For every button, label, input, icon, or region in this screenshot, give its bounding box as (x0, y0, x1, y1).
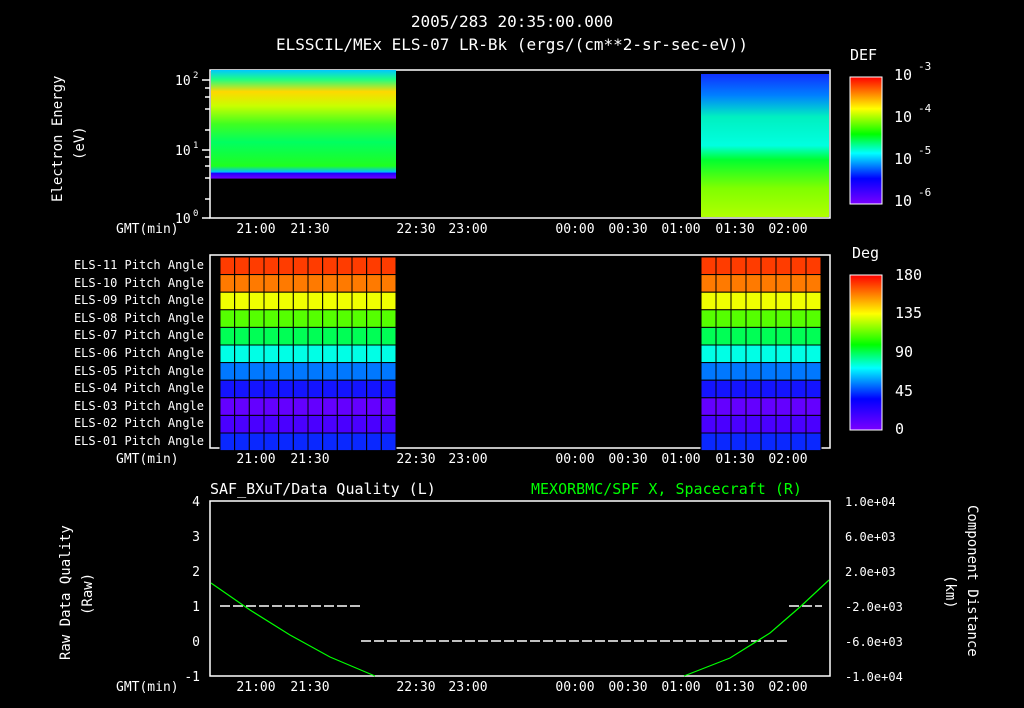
plot-timestamp: 2005/283 20:35:00.000 (410, 12, 614, 31)
svg-text:GMT(min): GMT(min) (116, 680, 179, 695)
svg-text:-4: -4 (918, 102, 932, 115)
svg-text:00:00: 00:00 (555, 222, 594, 237)
svg-text:10: 10 (894, 192, 912, 210)
pitch-angle-row-label: ELS-04 Pitch Angle (73, 381, 204, 396)
pitch-angle-row-label: ELS-11 Pitch Angle (73, 258, 204, 272)
deg-colorbar (849, 274, 883, 431)
svg-text:4: 4 (192, 495, 200, 510)
svg-text:22:30: 22:30 (396, 452, 435, 467)
energy-ylabel: Electron Energy (50, 76, 66, 202)
right-panel-title: MEXORBMC/SPF X, Spacecraft (R) (531, 480, 802, 498)
svg-text:2: 2 (193, 71, 198, 81)
svg-text:23:00: 23:00 (448, 452, 487, 467)
svg-text:90: 90 (895, 343, 913, 361)
svg-text:(Raw): (Raw) (80, 573, 96, 615)
svg-text:GMT(min): GMT(min) (116, 452, 179, 467)
svg-text:21:00: 21:00 (236, 222, 275, 237)
svg-text:1: 1 (192, 600, 200, 615)
svg-text:00:00: 00:00 (555, 452, 594, 467)
svg-text:10: 10 (175, 74, 191, 89)
svg-text:21:30: 21:30 (290, 222, 329, 237)
svg-text:-1: -1 (184, 670, 200, 685)
svg-text:01:30: 01:30 (715, 222, 754, 237)
data-quality-panel (209, 500, 831, 677)
pitch-angle-row-label: ELS-10 Pitch Angle (73, 275, 204, 290)
svg-text:2.0e+03: 2.0e+03 (845, 565, 896, 579)
svg-text:-2.0e+03: -2.0e+03 (845, 600, 903, 614)
pitch-angle-row-label: ELS-09 Pitch Angle (73, 293, 204, 308)
svg-text:2: 2 (192, 565, 200, 580)
svg-text:00:30: 00:30 (608, 452, 647, 467)
svg-text:00:30: 00:30 (608, 222, 647, 237)
svg-text:Component Distance: Component Distance (964, 505, 980, 657)
svg-text:-6: -6 (918, 186, 931, 199)
svg-text:21:00: 21:00 (236, 680, 275, 695)
svg-text:21:30: 21:30 (290, 452, 329, 467)
svg-text:00:00: 00:00 (555, 680, 594, 695)
svg-text:02:00: 02:00 (768, 222, 807, 237)
svg-text:23:00: 23:00 (448, 680, 487, 695)
svg-text:01:30: 01:30 (715, 452, 754, 467)
svg-text:21:30: 21:30 (290, 680, 329, 695)
plot-title: ELSSCIL/MEx ELS-07 LR-Bk (ergs/(cm**2-sr… (275, 35, 748, 54)
left-panel-title: SAF_BXuT/Data Quality (L) (210, 480, 436, 498)
svg-text:45: 45 (895, 382, 913, 400)
svg-text:1: 1 (193, 141, 198, 151)
pitch-angle-row-label: ELS-01 Pitch Angle (73, 433, 204, 448)
svg-text:6.0e+03: 6.0e+03 (845, 530, 896, 544)
pitch-angle-row-label: ELS-05 Pitch Angle (73, 363, 204, 378)
svg-text:(km): (km) (942, 575, 958, 609)
svg-text:23:00: 23:00 (448, 222, 487, 237)
pitch-angle-row-label: ELS-03 Pitch Angle (73, 398, 204, 413)
energy-ylabel-unit: (eV) (72, 126, 88, 160)
svg-text:-3: -3 (918, 60, 931, 73)
svg-text:01:00: 01:00 (661, 452, 700, 467)
energy-spectrogram-panel (202, 69, 831, 219)
svg-text:01:00: 01:00 (661, 222, 700, 237)
svg-text:-5: -5 (918, 144, 931, 157)
svg-text:3: 3 (192, 530, 200, 545)
svg-text:01:00: 01:00 (661, 680, 700, 695)
pitch-angle-row-label: ELS-08 Pitch Angle (73, 310, 204, 325)
svg-text:-1.0e+04: -1.0e+04 (845, 670, 903, 684)
svg-text:1.0e+04: 1.0e+04 (845, 495, 896, 509)
pitch-angle-row-label: ELS-07 Pitch Angle (73, 328, 204, 343)
svg-text:0: 0 (192, 635, 200, 650)
svg-text:10: 10 (894, 108, 912, 126)
svg-text:22:30: 22:30 (396, 680, 435, 695)
svg-text:10: 10 (175, 144, 191, 159)
svg-text:10: 10 (894, 150, 912, 168)
svg-text:180: 180 (895, 266, 922, 284)
svg-text:0: 0 (895, 420, 904, 438)
svg-text:DEF: DEF (850, 46, 877, 64)
svg-text:21:00: 21:00 (236, 452, 275, 467)
svg-text:02:00: 02:00 (768, 680, 807, 695)
svg-text:Raw Data Quality: Raw Data Quality (58, 525, 74, 660)
svg-text:02:00: 02:00 (768, 452, 807, 467)
svg-text:10: 10 (894, 66, 912, 84)
def-colorbar (849, 76, 883, 205)
svg-text:GMT(min): GMT(min) (116, 222, 179, 237)
svg-text:10: 10 (175, 212, 191, 227)
pitch-angle-row-label: ELS-06 Pitch Angle (73, 345, 204, 360)
pitch-angle-row-label: ELS-02 Pitch Angle (73, 416, 204, 431)
svg-text:00:30: 00:30 (608, 680, 647, 695)
pitch-angle-row-labels: ELS-11 Pitch Angle ELS-10 Pitch Angle ELS-… (0, 257, 204, 451)
pitch-angle-panel (209, 254, 831, 452)
svg-text:22:30: 22:30 (396, 222, 435, 237)
svg-text:-6.0e+03: -6.0e+03 (845, 635, 903, 649)
svg-text:Deg: Deg (852, 244, 879, 262)
svg-text:01:30: 01:30 (715, 680, 754, 695)
svg-text:135: 135 (895, 304, 922, 322)
svg-text:0: 0 (193, 209, 198, 219)
